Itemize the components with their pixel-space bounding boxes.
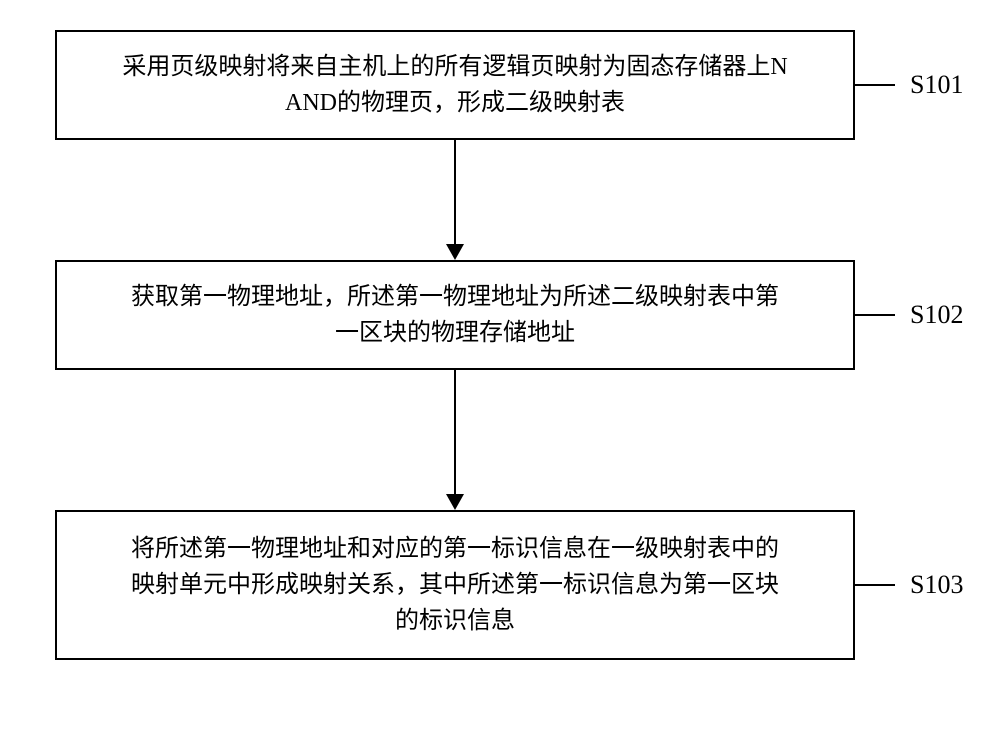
label-connector [855,584,895,586]
step-label-s102: S102 [910,300,963,330]
step-label-s101: S101 [910,70,963,100]
flow-step-text: 获取第一物理地址，所述第一物理地址为所述二级映射表中第一区块的物理存储地址 [131,279,779,351]
arrow-head-icon [446,494,464,510]
flow-step-s101: 采用页级映射将来自主机上的所有逻辑页映射为固态存储器上NAND的物理页，形成二级… [55,30,855,140]
flow-step-s102: 获取第一物理地址，所述第一物理地址为所述二级映射表中第一区块的物理存储地址 [55,260,855,370]
arrow-head-icon [446,244,464,260]
flow-step-text: 将所述第一物理地址和对应的第一标识信息在一级映射表中的映射单元中形成映射关系，其… [131,531,779,639]
step-label-s103: S103 [910,570,963,600]
label-connector [855,84,895,86]
flow-step-s103: 将所述第一物理地址和对应的第一标识信息在一级映射表中的映射单元中形成映射关系，其… [55,510,855,660]
label-connector [855,314,895,316]
arrow-line [454,370,456,494]
flow-step-text: 采用页级映射将来自主机上的所有逻辑页映射为固态存储器上NAND的物理页，形成二级… [122,49,787,121]
arrow-line [454,140,456,244]
